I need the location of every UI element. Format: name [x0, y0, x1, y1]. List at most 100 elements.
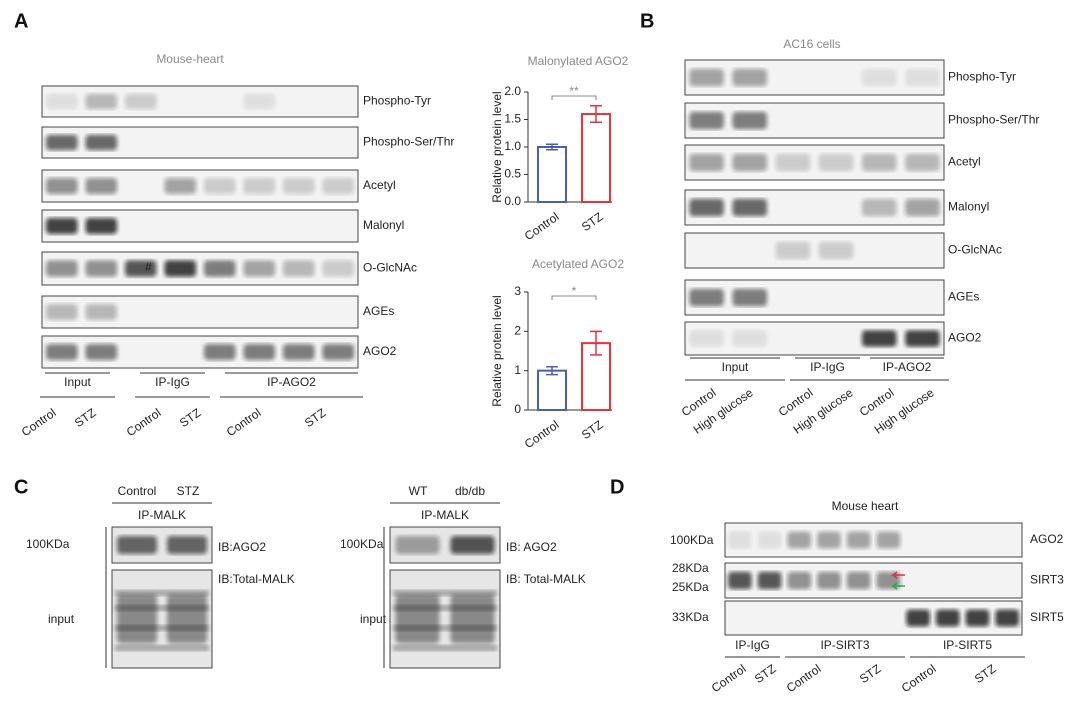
blot-title: AC16 cells	[783, 37, 840, 51]
lane-label: STZ	[72, 406, 99, 430]
input-label: input	[360, 612, 387, 626]
group-label: IP-SIRT5	[943, 638, 992, 652]
band	[905, 68, 940, 87]
band	[85, 178, 118, 194]
ib-label: IB:AGO2	[218, 540, 266, 554]
lane-label: STZ	[579, 418, 606, 442]
band	[395, 536, 440, 554]
band	[689, 153, 724, 172]
band	[787, 571, 812, 590]
arrow	[890, 571, 905, 579]
band	[905, 330, 940, 347]
blot-label: AGO2	[363, 344, 397, 358]
band	[322, 344, 355, 360]
band	[164, 178, 197, 194]
blot-label: AGO2	[948, 331, 982, 345]
band	[965, 609, 990, 627]
y-tick-label: 1.0	[504, 139, 521, 153]
ib-label: IB: AGO2	[506, 540, 557, 554]
significance: **	[569, 84, 579, 98]
band	[85, 93, 118, 110]
band	[393, 645, 497, 651]
blot	[41, 295, 359, 329]
band	[85, 260, 118, 277]
lane-label: WT	[409, 484, 428, 498]
ip-label: IP-MALK	[138, 508, 186, 522]
band	[124, 260, 157, 277]
group-label: IP-AGO2	[883, 360, 932, 374]
band	[817, 571, 841, 590]
band	[124, 93, 157, 110]
bar	[537, 369, 567, 411]
size-label: 100KDa	[340, 537, 384, 551]
bar	[581, 113, 611, 203]
panel-letter: D	[610, 476, 624, 498]
lane-label: Control	[19, 406, 59, 440]
band	[395, 594, 440, 644]
blot	[684, 144, 945, 181]
size-label: 28KDa	[672, 561, 709, 575]
band	[117, 536, 157, 554]
y-tick-label: 1.5	[504, 112, 521, 126]
band	[906, 609, 930, 627]
panel-letter: B	[640, 10, 654, 32]
blot-title: Mouse heart	[832, 499, 899, 513]
lane-label: Control	[784, 662, 824, 696]
blot-label: AGEs	[363, 304, 394, 318]
band	[775, 241, 811, 260]
size-label: 33KDa	[672, 610, 709, 624]
band	[282, 344, 315, 360]
chart-title: Acetylated AGO2	[532, 257, 624, 271]
band	[117, 594, 157, 644]
band	[45, 344, 78, 360]
blot-label: SIRT3	[1030, 573, 1064, 587]
marker: #	[145, 260, 152, 274]
error-bar	[546, 143, 558, 151]
band	[876, 531, 901, 549]
band	[732, 288, 768, 307]
lane-label: STZ	[857, 662, 884, 686]
band	[45, 260, 78, 277]
blot-label: Phospho-Tyr	[948, 70, 1016, 84]
band	[85, 218, 118, 234]
band	[282, 260, 315, 277]
error-bar	[590, 330, 602, 356]
band	[164, 260, 197, 277]
chart-title: Malonylated AGO2	[528, 54, 629, 68]
y-tick-label: 0.0	[504, 194, 521, 208]
band	[818, 153, 854, 172]
band	[85, 134, 118, 151]
band	[732, 330, 768, 347]
lane-label: Control	[522, 418, 562, 452]
significance-bracket	[551, 95, 597, 100]
band	[450, 594, 495, 644]
error-bar	[546, 365, 558, 376]
band	[393, 605, 497, 611]
blot	[684, 232, 945, 269]
blot-label: Malonyl	[363, 218, 404, 232]
band	[45, 304, 78, 320]
band	[393, 590, 497, 596]
band	[322, 260, 355, 277]
band	[817, 531, 841, 549]
lane-label: Control	[709, 662, 749, 696]
panel-letter: C	[14, 476, 28, 498]
band	[243, 178, 276, 194]
y-axis-label: Relative protein level	[490, 295, 504, 406]
band	[45, 218, 78, 234]
lane-label: Control	[522, 210, 562, 244]
band	[45, 93, 78, 110]
blot	[684, 279, 945, 316]
band	[689, 111, 724, 130]
band	[861, 198, 897, 217]
band	[115, 625, 209, 631]
blot	[684, 59, 945, 96]
band	[861, 330, 897, 347]
band	[45, 134, 78, 151]
band	[727, 571, 752, 590]
band	[203, 344, 236, 360]
ib-label: IB: Total-MALK	[506, 572, 586, 586]
band	[846, 571, 871, 590]
band	[732, 68, 768, 87]
blot-title: Mouse-heart	[156, 52, 224, 66]
